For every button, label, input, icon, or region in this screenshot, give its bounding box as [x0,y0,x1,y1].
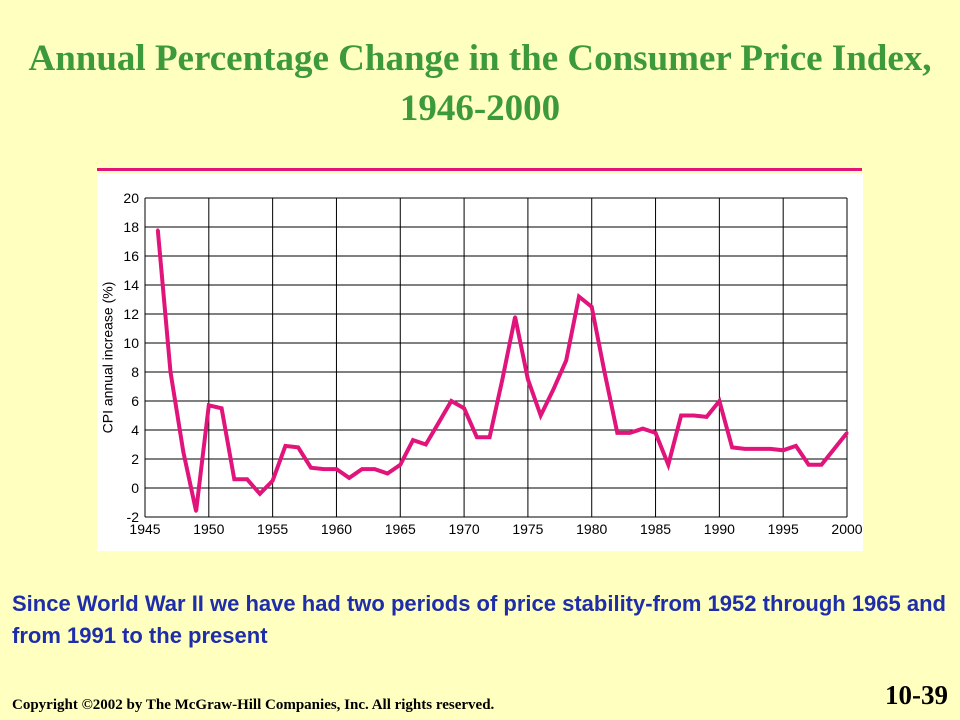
cpi-data-point [475,435,479,439]
x-tick-label: 2000 [831,521,862,537]
y-tick-labels: -2 0 2 4 6 8 10 12 14 16 18 20 [123,190,139,525]
cpi-data-point [309,466,313,470]
cpi-data-point [539,414,543,417]
cpi-data-point [615,431,619,435]
cpi-data-point [322,467,326,471]
cpi-data-point [768,447,772,451]
cpi-data-point [717,399,721,403]
cpi-data-point [220,406,224,410]
slide-number: 10-39 [885,680,948,710]
cpi-data-point [437,421,441,425]
body-text: Since World War II we have had two perio… [12,591,946,648]
cpi-data-point [232,477,236,481]
y-tick-label: 10 [123,335,139,351]
chart-svg: -2 0 2 4 6 8 10 12 14 16 18 20 1945 1950 1955 1960 1965… [97,174,863,551]
cpi-data-point [641,427,645,431]
y-tick-label: 18 [123,219,139,235]
cpi-data-point [181,450,185,454]
x-tick-label: 1955 [257,521,288,537]
chart-background [97,174,863,551]
x-tick-label: 1970 [449,521,480,537]
cpi-data-point [296,445,300,449]
x-tick-labels: 1945 1950 1955 1960 1965 1970 1975 1980 1985 1990… [129,521,862,537]
cpi-data-point [590,305,594,309]
cpi-data-point [551,387,555,391]
cpi-data-point [807,463,811,467]
cpi-chart: -2 0 2 4 6 8 10 12 14 16 18 20 1945 1950 1955 1960 1965… [97,174,863,551]
x-tick-label: 1945 [129,521,160,537]
y-tick-label: 20 [123,190,139,206]
cpi-data-point [258,492,262,496]
cpi-data-point [398,463,402,467]
x-tick-label: 1980 [576,521,607,537]
y-axis-label: CPI annual increase (%) [100,282,116,434]
cpi-data-point [781,448,785,452]
cpi-data-point [819,463,823,467]
cpi-data-point [513,315,517,319]
cpi-data-point [283,444,287,448]
y-tick-label: 2 [131,451,139,467]
cpi-data-point [411,438,415,442]
cpi-data-point [743,447,747,451]
cpi-data-point [245,477,249,481]
cpi-data-point [628,431,632,435]
y-tick-label: 16 [123,248,139,264]
y-tick-label: -2 [127,509,140,525]
y-tick-label: 14 [123,277,139,293]
cpi-data-point [347,476,351,480]
cpi-data-point [360,467,364,471]
x-tick-label: 1965 [385,521,416,537]
x-tick-label: 1950 [193,521,224,537]
y-tick-label: 4 [131,422,139,438]
cpi-data-point [692,414,696,417]
slide-title: Annual Percentage Change in the Consumer… [28,38,932,129]
x-tick-label: 1995 [768,521,799,537]
cpi-data-point [577,295,581,299]
cpi-data-point [679,414,683,417]
y-tick-label: 0 [131,480,139,496]
cpi-data-point [156,228,160,232]
cpi-data-point [730,445,734,449]
y-tick-label: 12 [123,306,139,322]
cpi-data-point [526,377,530,381]
y-tick-label: 6 [131,393,139,409]
x-tick-label: 1985 [640,521,671,537]
cpi-data-point [449,399,453,403]
cpi-data-point [271,479,275,483]
cpi-data-point [832,447,836,451]
cpi-data-point [373,467,377,471]
cpi-data-point [602,370,606,374]
chart-grid [144,197,848,518]
cpi-data-point [794,444,798,448]
cpi-data-point [194,509,198,513]
copyright-notice: Copyright ©2002 by The McGraw-Hill Compa… [12,697,495,713]
cpi-data-point [386,472,390,475]
x-tick-label: 1990 [704,521,735,537]
cpi-series-points [156,228,849,513]
cpi-data-point [500,377,504,381]
cpi-data-point [756,447,760,451]
cpi-data-point [462,406,466,410]
cpi-data-point [488,435,492,439]
cpi-data-point [169,370,173,374]
x-tick-label: 1975 [512,521,543,537]
x-tick-label: 1960 [321,521,352,537]
title-divider [97,168,862,171]
cpi-data-point [564,358,568,362]
cpi-data-point [705,415,709,419]
cpi-data-point [666,463,670,467]
cpi-data-point [207,403,211,407]
cpi-data-point [654,431,658,435]
cpi-data-point [424,443,428,446]
cpi-data-point [334,467,338,471]
y-tick-label: 8 [131,364,139,380]
cpi-data-point [845,431,849,435]
